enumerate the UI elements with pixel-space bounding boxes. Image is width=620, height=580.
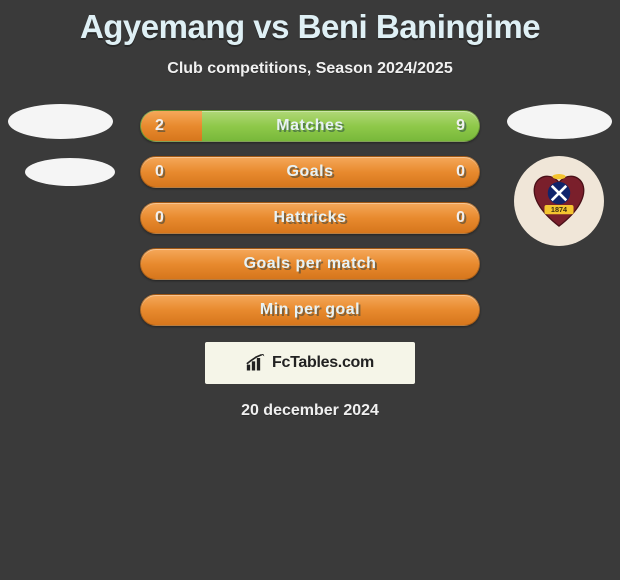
player-left-badge-placeholder [8,104,113,139]
attribution-badge: FcTables.com [205,342,415,384]
comparison-title: Agyemang vs Beni Baningime [0,0,620,46]
stat-label: Goals [141,157,479,187]
stat-label: Min per goal [141,295,479,325]
stat-label: Goals per match [141,249,479,279]
stats-area: 1874 29Matches 00Goals 00Hattricks Goals pe… [0,110,620,326]
stat-label: Matches [141,111,479,141]
stat-bar: Min per goal [140,294,480,326]
heart-of-midlothian-icon: 1874 [526,168,592,234]
snapshot-date: 20 december 2024 [0,402,620,420]
stat-bar: 29Matches [140,110,480,142]
attribution-text: FcTables.com [272,354,374,372]
stat-bar: 00Hattricks [140,202,480,234]
comparison-subtitle: Club competitions, Season 2024/2025 [0,60,620,78]
bar-chart-icon [246,354,266,372]
club-crest: 1874 [514,156,604,246]
stat-bar: Goals per match [140,248,480,280]
player-right-badge-placeholder [507,104,612,139]
stat-label: Hattricks [141,203,479,233]
stat-bars-container: 29Matches 00Goals 00Hattricks Goals per mat… [140,110,480,326]
player-left-badge-placeholder-2 [25,158,115,186]
svg-text:1874: 1874 [551,205,567,214]
stat-bar: 00Goals [140,156,480,188]
